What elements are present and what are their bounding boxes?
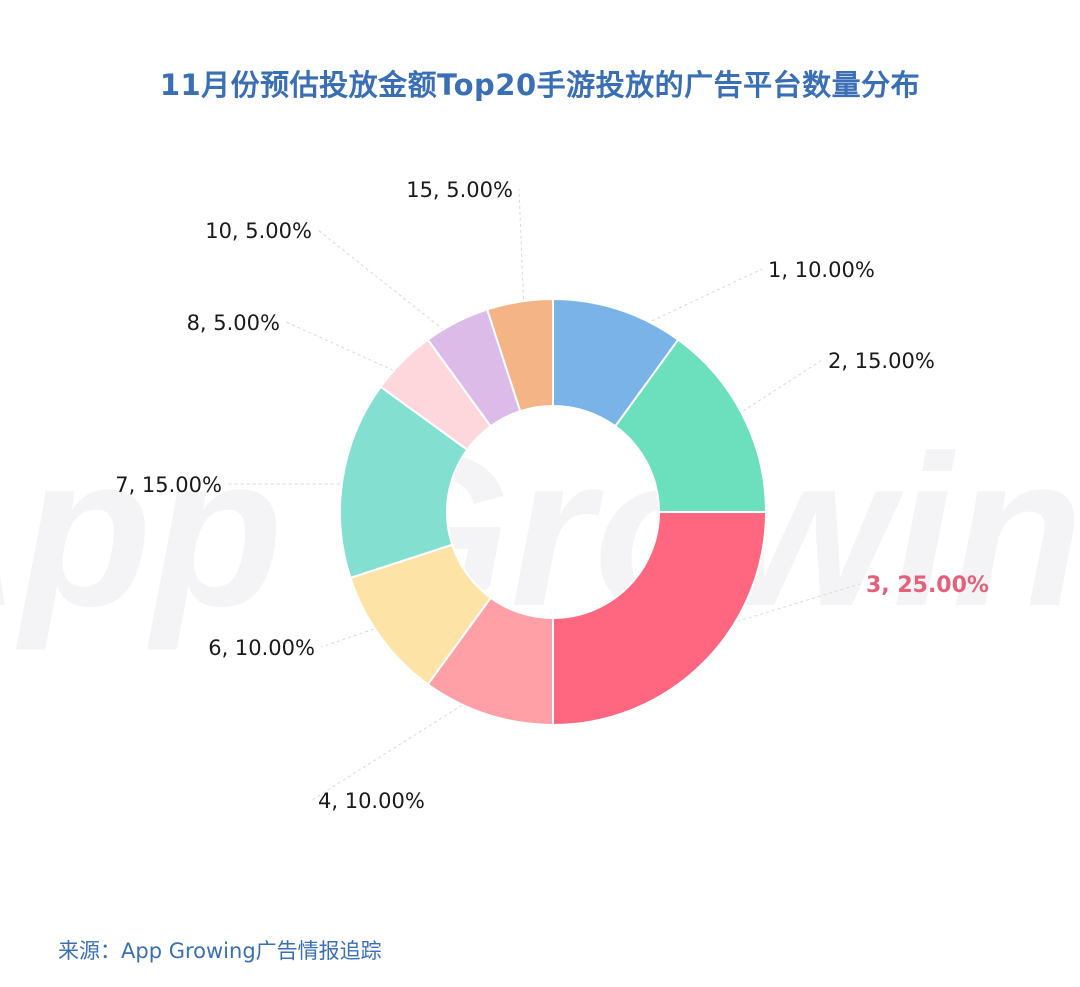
chart-title: 11月份预估投放金额Top20手游投放的广告平台数量分布 bbox=[159, 68, 921, 102]
slice-label-6: 6, 10.00% bbox=[208, 636, 315, 660]
leader-line-1 bbox=[608, 268, 763, 342]
slice-label-4: 4, 10.00% bbox=[318, 789, 425, 813]
slice-labels: 1, 10.00% 2, 15.00% 3, 25.00% 4, 10.00% 6, 1… bbox=[115, 178, 989, 813]
slice-2 bbox=[613, 338, 768, 513]
slice-label-10: 10, 5.00% bbox=[205, 219, 312, 243]
source-note: 来源：App Growing广告情报追踪 bbox=[58, 939, 382, 963]
slice-7 bbox=[339, 385, 469, 580]
slice-label-7: 7, 15.00% bbox=[115, 473, 222, 497]
slices bbox=[339, 297, 768, 727]
slice-label-2: 2, 15.00% bbox=[828, 349, 935, 373]
slice-3 bbox=[552, 511, 768, 727]
leader-line-2 bbox=[712, 359, 823, 431]
slice-15 bbox=[485, 297, 554, 413]
slice-label-15: 15, 5.00% bbox=[406, 178, 513, 202]
slice-label-8: 8, 5.00% bbox=[187, 311, 280, 335]
slice-label-1: 1, 10.00% bbox=[768, 258, 875, 282]
watermark: App Growing bbox=[0, 410, 1080, 651]
slice-label-3: 3, 25.00% bbox=[866, 573, 989, 598]
